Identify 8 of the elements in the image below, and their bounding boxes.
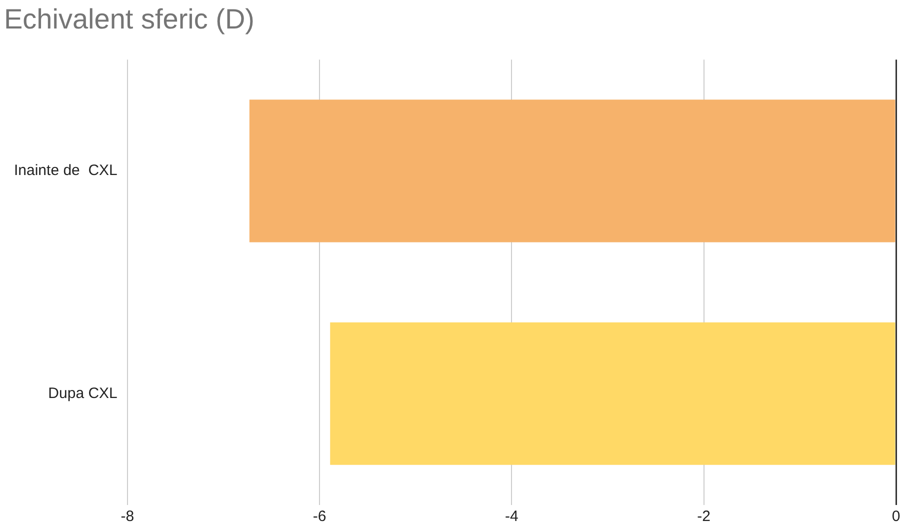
x-tick-label: -2 [697,508,711,526]
x-tick-label: -8 [120,508,134,526]
y-tick-label: Dupa CXL [48,384,118,402]
y-tick-label: Inainte de CXL [14,162,118,180]
x-tick-label: -4 [505,508,518,526]
x-tick-label: -6 [312,508,326,526]
chart-title: Echivalent sferic (D) [4,4,255,35]
x-tick-label: 0 [892,508,900,526]
